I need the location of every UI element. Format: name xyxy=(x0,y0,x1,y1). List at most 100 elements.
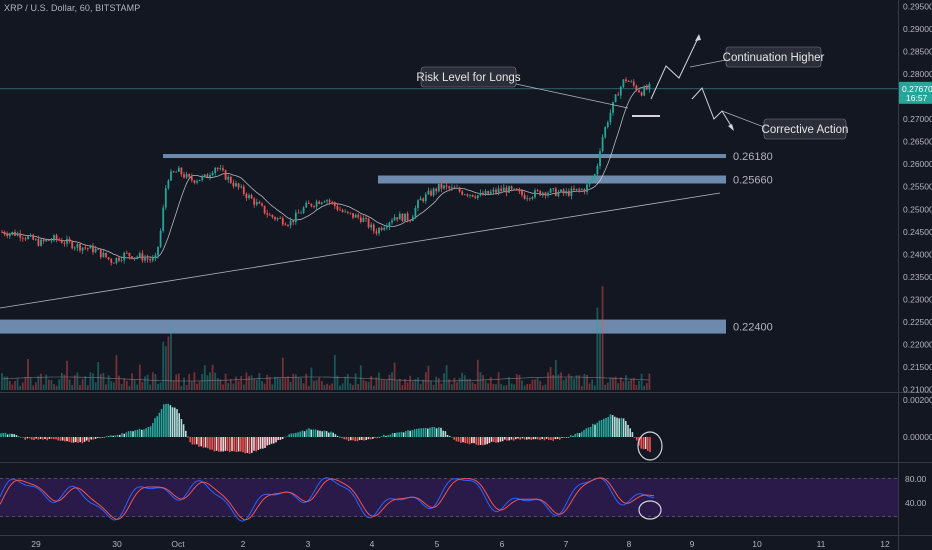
macd-bar xyxy=(603,418,605,437)
time-tick-label: 4 xyxy=(370,539,375,549)
macd-bar xyxy=(314,429,317,437)
volume-bar xyxy=(313,380,315,390)
macd-bar xyxy=(72,437,75,443)
candle-body xyxy=(53,235,55,241)
volume-bar xyxy=(3,376,6,390)
macd-bar xyxy=(321,431,323,437)
macd-bar xyxy=(574,433,576,437)
volume-bar xyxy=(209,372,211,390)
macd-bar xyxy=(583,430,585,437)
macd-bar xyxy=(288,434,290,437)
candle-body xyxy=(570,188,573,196)
corrective-arrowhead xyxy=(728,124,734,131)
macd-bar xyxy=(592,423,594,437)
candle-body xyxy=(196,180,198,183)
volume-bar xyxy=(1,373,3,390)
macd-bar xyxy=(301,430,304,437)
macd-bar xyxy=(330,431,332,437)
symbol-title: XRP / U.S. Dollar, 60, BITSTAMP xyxy=(4,3,141,13)
volume-bar xyxy=(97,362,100,390)
highlight-circles[interactable] xyxy=(637,431,663,520)
volume-bar xyxy=(305,373,308,390)
macd-bar xyxy=(460,437,462,443)
volume-bar xyxy=(461,372,464,390)
candle-body xyxy=(404,213,406,222)
volume-bar xyxy=(84,376,87,390)
macd-bar xyxy=(209,437,211,450)
macd-bar xyxy=(578,433,581,437)
macd-bar xyxy=(90,437,92,440)
macd-bar xyxy=(336,435,339,437)
macd-bar xyxy=(35,437,37,439)
candles[interactable] xyxy=(1,77,651,266)
macd-bar xyxy=(28,437,31,439)
macd-bar xyxy=(226,437,229,452)
candle-body xyxy=(526,198,529,200)
continuation-arrowhead xyxy=(695,34,701,41)
trendlines[interactable] xyxy=(0,192,721,309)
candle-body xyxy=(380,227,383,230)
candle-body xyxy=(115,257,118,264)
volume-bar xyxy=(349,383,352,390)
candle-body xyxy=(487,190,490,194)
macd-bar xyxy=(46,437,48,441)
stoch-tick-label: 40.00 xyxy=(905,498,927,508)
volume-bar xyxy=(206,375,209,390)
volume-bar xyxy=(583,373,586,390)
candle-body xyxy=(365,218,367,219)
candle-body xyxy=(396,217,399,220)
macd-bar xyxy=(411,430,414,437)
macd-bar xyxy=(431,427,433,437)
macd-bar xyxy=(191,437,194,445)
candle-body xyxy=(107,257,110,260)
time-tick-label: Oct xyxy=(171,539,185,549)
volume-bar xyxy=(487,383,490,390)
volume-bar xyxy=(216,378,219,390)
volume-bar xyxy=(326,383,328,390)
callouts[interactable]: Risk Level for Longs Continuation Higher C… xyxy=(416,46,848,140)
volume-bar xyxy=(469,378,471,390)
volume-bar xyxy=(622,381,625,390)
macd-bar xyxy=(526,437,528,440)
volume-bar xyxy=(591,379,594,390)
projection-paths[interactable] xyxy=(650,34,734,131)
macd-bar xyxy=(457,437,460,442)
volume-bar xyxy=(500,383,503,390)
macd-bar xyxy=(308,428,310,437)
macd-bar xyxy=(585,428,587,437)
volume-bar xyxy=(323,385,326,390)
macd-bar xyxy=(44,437,46,440)
candle-body xyxy=(292,220,295,223)
macd-bar xyxy=(347,437,350,442)
candle-body xyxy=(393,217,396,221)
candle-body xyxy=(458,188,461,192)
macd-bar xyxy=(211,437,213,450)
macd-bar xyxy=(462,437,464,443)
candle-body xyxy=(16,233,19,236)
volume-bar xyxy=(66,360,68,390)
macd-bar xyxy=(145,428,147,437)
macd-bar xyxy=(633,437,636,438)
candle-body xyxy=(125,252,128,254)
moving-average xyxy=(1,85,650,259)
candle-body xyxy=(346,211,349,213)
candle-body xyxy=(42,239,45,242)
candle-body xyxy=(89,245,92,249)
candle-body xyxy=(482,192,484,195)
candle-body xyxy=(266,213,269,215)
candle-body xyxy=(424,194,427,202)
macd-bar xyxy=(108,436,110,437)
candle-body xyxy=(567,191,570,196)
candle-body xyxy=(372,224,375,232)
candle-body xyxy=(588,180,591,185)
level-bands[interactable]: 0.26180 0.25660 0.22400 xyxy=(0,151,773,334)
stoch-band xyxy=(0,478,898,517)
candle-body xyxy=(34,239,37,240)
candle-body xyxy=(586,184,588,193)
candle-body xyxy=(141,253,144,261)
macd-bar xyxy=(636,437,638,441)
candle-body xyxy=(625,79,627,81)
volume-bar xyxy=(471,382,474,390)
candle-body xyxy=(47,240,50,241)
